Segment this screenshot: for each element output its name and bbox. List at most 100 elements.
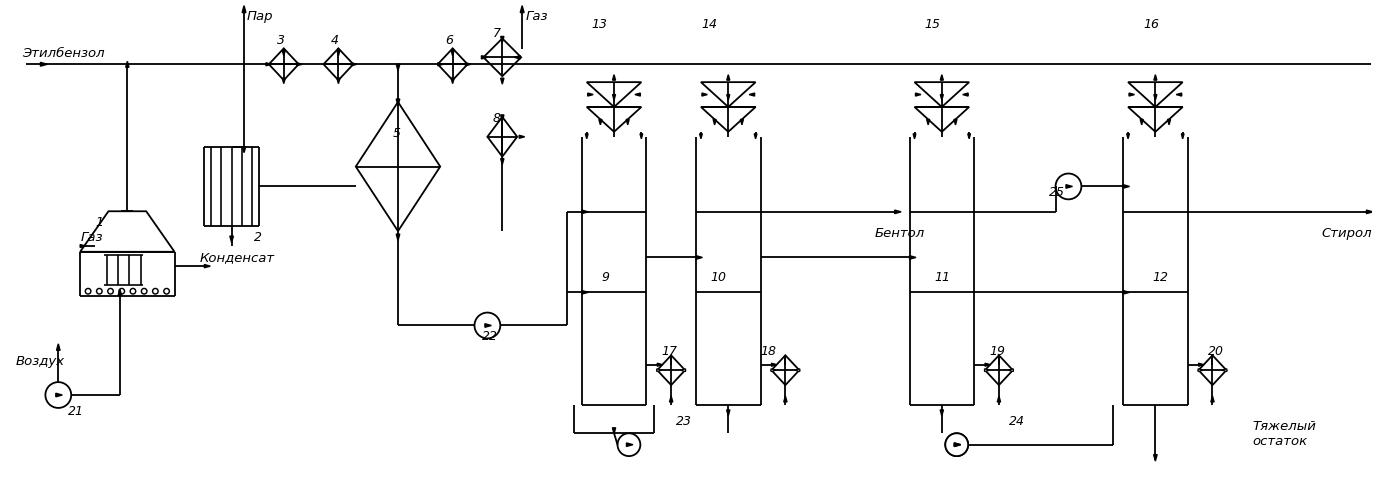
Polygon shape [297, 63, 302, 66]
Polygon shape [483, 39, 521, 76]
Text: 4: 4 [330, 35, 338, 48]
Polygon shape [396, 99, 399, 106]
Text: 3: 3 [276, 35, 284, 48]
Polygon shape [485, 324, 492, 327]
Polygon shape [1181, 134, 1184, 139]
Polygon shape [126, 61, 128, 67]
Polygon shape [501, 37, 504, 43]
Polygon shape [726, 410, 731, 416]
Polygon shape [702, 82, 755, 107]
Polygon shape [613, 95, 616, 100]
Polygon shape [581, 210, 588, 213]
Polygon shape [514, 56, 521, 59]
Polygon shape [501, 78, 504, 84]
Polygon shape [1008, 369, 1014, 372]
Polygon shape [242, 6, 246, 13]
Polygon shape [700, 134, 703, 139]
Polygon shape [1128, 107, 1182, 132]
Polygon shape [626, 119, 630, 125]
Polygon shape [521, 6, 523, 13]
Text: 12: 12 [1153, 271, 1168, 284]
Polygon shape [916, 93, 921, 96]
Polygon shape [229, 236, 233, 242]
Polygon shape [452, 78, 454, 84]
Text: 10: 10 [711, 271, 726, 284]
Polygon shape [356, 102, 441, 231]
Polygon shape [1366, 210, 1373, 213]
Text: 20: 20 [1207, 345, 1224, 358]
Polygon shape [754, 134, 757, 139]
Polygon shape [702, 107, 755, 132]
Polygon shape [772, 355, 800, 385]
Polygon shape [337, 51, 340, 56]
Polygon shape [40, 62, 47, 66]
Circle shape [946, 433, 968, 456]
Polygon shape [57, 344, 61, 350]
Polygon shape [1128, 82, 1182, 107]
Circle shape [475, 313, 500, 338]
Polygon shape [351, 63, 356, 66]
Polygon shape [740, 119, 743, 125]
Polygon shape [1199, 355, 1226, 385]
Polygon shape [713, 119, 717, 125]
Polygon shape [599, 119, 602, 125]
Polygon shape [1127, 134, 1130, 139]
Text: 13: 13 [591, 18, 608, 31]
Polygon shape [55, 393, 62, 397]
Text: 22: 22 [482, 330, 499, 343]
Polygon shape [1153, 454, 1157, 461]
Polygon shape [581, 291, 588, 294]
Polygon shape [963, 93, 968, 96]
Polygon shape [795, 369, 800, 372]
Text: Воздух: Воздух [15, 355, 65, 368]
Polygon shape [772, 363, 778, 366]
Text: 17: 17 [661, 345, 677, 358]
Polygon shape [1066, 185, 1073, 188]
Polygon shape [323, 49, 354, 80]
Text: 2: 2 [254, 231, 262, 244]
Polygon shape [913, 134, 916, 139]
Polygon shape [588, 93, 594, 96]
Polygon shape [1222, 369, 1226, 372]
Polygon shape [635, 93, 641, 96]
Polygon shape [1155, 75, 1157, 80]
Polygon shape [501, 115, 504, 121]
Polygon shape [1199, 363, 1204, 366]
Polygon shape [940, 410, 943, 416]
Polygon shape [1123, 185, 1130, 188]
Text: Тяжелый
остаток: Тяжелый остаток [1253, 420, 1316, 448]
Polygon shape [954, 443, 961, 446]
Text: Бентол: Бентол [874, 226, 925, 239]
Polygon shape [940, 75, 943, 80]
Text: Стирол: Стирол [1322, 226, 1373, 239]
Polygon shape [940, 95, 943, 100]
Polygon shape [657, 355, 685, 385]
Polygon shape [282, 78, 286, 84]
Polygon shape [914, 82, 969, 107]
Polygon shape [519, 135, 525, 138]
Polygon shape [487, 117, 518, 157]
Polygon shape [985, 355, 1012, 385]
Text: 25: 25 [1048, 186, 1065, 199]
Polygon shape [1130, 93, 1135, 96]
Circle shape [46, 382, 72, 408]
Polygon shape [681, 369, 685, 372]
Text: 1: 1 [95, 216, 104, 229]
Text: Пар: Пар [247, 10, 273, 23]
Polygon shape [670, 396, 673, 402]
Text: 16: 16 [1143, 18, 1159, 31]
Polygon shape [657, 369, 661, 372]
Polygon shape [282, 51, 286, 56]
Polygon shape [726, 75, 729, 80]
Text: Конденсат: Конденсат [199, 251, 275, 264]
Polygon shape [452, 51, 454, 56]
Text: 18: 18 [761, 345, 776, 358]
Polygon shape [1167, 119, 1171, 125]
Polygon shape [586, 134, 588, 139]
Polygon shape [337, 78, 340, 84]
Text: Газ: Газ [80, 231, 102, 244]
Polygon shape [784, 396, 787, 402]
Polygon shape [914, 107, 969, 132]
Text: 21: 21 [68, 405, 84, 418]
Circle shape [1055, 173, 1081, 199]
